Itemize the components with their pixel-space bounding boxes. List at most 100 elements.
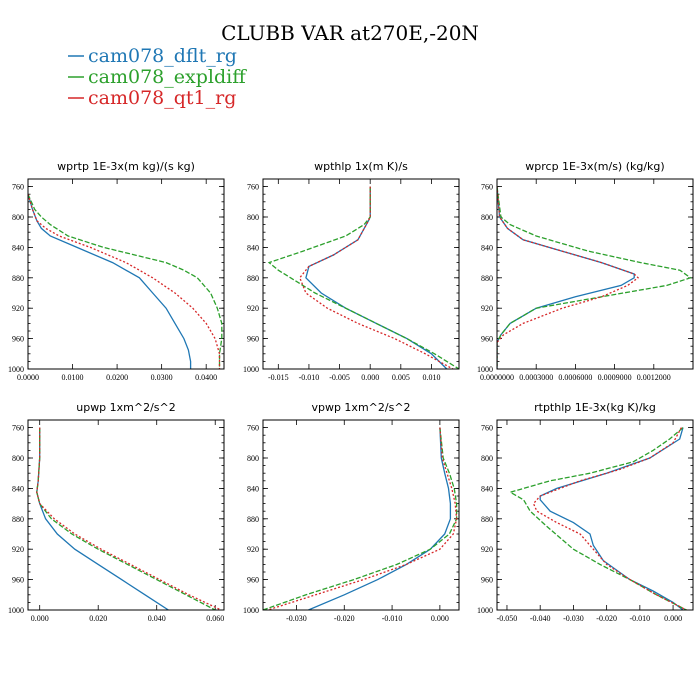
x-tick-label: 0.0200 xyxy=(106,373,128,382)
plot-frame xyxy=(262,419,460,611)
legend-item-1: cam078_dflt_rg xyxy=(68,45,237,67)
plot-frame xyxy=(27,419,225,611)
y-tick-label: 960 xyxy=(12,335,24,344)
legend: cam078_dflt_rg cam078_expldiff cam078_qt… xyxy=(68,45,247,109)
x-tick-label: -0.030 xyxy=(286,614,307,623)
y-tick-label: 800 xyxy=(481,454,493,463)
x-tick-label: 0.000 xyxy=(431,614,449,623)
panels: wprtp 1E-3x(m kg)/(s kg) 760 800 840 880 920 9… xyxy=(8,160,694,623)
panel-title: upwp 1xm^2/s^2 xyxy=(76,401,176,414)
legend-label-2: cam078_expldiff xyxy=(88,66,247,88)
y-tick-label: 920 xyxy=(247,545,259,554)
y-tick-label: 920 xyxy=(12,304,24,313)
x-tick-label: -0.015 xyxy=(268,373,289,382)
x-tick-label: 0.000 xyxy=(31,614,49,623)
y-tick-label: 760 xyxy=(12,183,24,192)
legend-item-3: cam078_qt1_rg xyxy=(68,87,236,109)
y-tick-label: 760 xyxy=(247,183,259,192)
y-tick-label: 920 xyxy=(481,545,493,554)
legend-item-2: cam078_expldiff xyxy=(68,66,247,88)
y-tick-label: 840 xyxy=(247,484,259,493)
x-tick-label: 0.005 xyxy=(392,373,410,382)
y-tick-label: 920 xyxy=(247,304,259,313)
y-tick-label: 840 xyxy=(481,484,493,493)
y-tick-label: 840 xyxy=(12,243,24,252)
y-tick-label: 880 xyxy=(247,274,259,283)
y-tick-label: 1000 xyxy=(477,365,493,374)
panel-title: rtpthlp 1E-3x(kg K)/kg xyxy=(534,401,656,414)
y-tick-label: 880 xyxy=(12,274,24,283)
x-tick-label: -0.010 xyxy=(299,373,320,382)
x-tick-label: -0.040 xyxy=(530,614,551,623)
x-tick-label: 0.000 xyxy=(361,373,379,382)
x-tick-label: 0.0100 xyxy=(62,373,84,382)
series-line-3 xyxy=(36,427,222,610)
y-tick-label: 1000 xyxy=(8,365,24,374)
panel-title: vpwp 1xm^2/s^2 xyxy=(311,401,410,414)
series-line-1 xyxy=(28,194,192,369)
panel-1: wprtp 1E-3x(m kg)/(s kg) 760 800 840 880 920 9… xyxy=(8,160,225,382)
series-line-1 xyxy=(36,427,169,610)
y-tick-label: 920 xyxy=(481,304,493,313)
y-tick-label: 800 xyxy=(12,213,24,222)
y-tick-label: 760 xyxy=(12,424,24,433)
series-line-2 xyxy=(497,186,692,369)
panel-title: wprtp 1E-3x(m kg)/(s kg) xyxy=(57,160,195,173)
x-tick-label: -0.010 xyxy=(630,614,651,623)
y-tick-label: 880 xyxy=(481,274,493,283)
x-tick-label: 0.0400 xyxy=(195,373,217,382)
y-tick-label: 960 xyxy=(12,576,24,585)
legend-label-1: cam078_dflt_rg xyxy=(88,45,237,67)
series-line-3 xyxy=(267,427,458,610)
figure-title: CLUBB VAR at270E,-20N xyxy=(221,21,479,45)
panel-title: wprcp 1E-3x(m/s) (kg/kg) xyxy=(525,160,664,173)
series-line-2 xyxy=(267,186,459,369)
x-tick-label: 0.0003000 xyxy=(519,373,553,382)
x-tick-label: 0.010 xyxy=(422,373,440,382)
series-line-2 xyxy=(508,427,687,610)
y-tick-label: 960 xyxy=(247,576,259,585)
y-tick-label: 760 xyxy=(481,424,493,433)
y-tick-label: 960 xyxy=(247,335,259,344)
y-tick-label: 1000 xyxy=(8,606,24,615)
y-tick-label: 840 xyxy=(481,243,493,252)
panel-4: upwp 1xm^2/s^2 760 800 840 880 920 960 1000 0.00… xyxy=(8,401,225,623)
series-line-1 xyxy=(308,427,452,610)
y-tick-label: 760 xyxy=(481,183,493,192)
series-line-3 xyxy=(532,427,687,610)
x-tick-label: -0.050 xyxy=(497,614,518,623)
series-line-3 xyxy=(497,186,640,369)
y-tick-label: 880 xyxy=(12,515,24,524)
series-line-2 xyxy=(28,193,223,369)
x-tick-label: 0.060 xyxy=(206,614,224,623)
x-tick-label: 0.0012000 xyxy=(637,373,671,382)
y-tick-label: 1000 xyxy=(243,606,259,615)
x-tick-label: 0.0000 xyxy=(17,373,39,382)
panel-3: wprcp 1E-3x(m/s) (kg/kg) 760 800 840 880 920 9… xyxy=(477,160,694,382)
series-line-1 xyxy=(539,427,684,610)
y-tick-label: 960 xyxy=(481,335,493,344)
series-line-1 xyxy=(305,186,448,369)
series-line-1 xyxy=(497,186,635,369)
x-tick-label: 0.0000000 xyxy=(480,373,514,382)
x-tick-label: 0.0009000 xyxy=(598,373,632,382)
series-line-3 xyxy=(299,186,454,369)
y-tick-label: 1000 xyxy=(477,606,493,615)
plot-frame xyxy=(496,419,694,611)
x-tick-label: 0.0006000 xyxy=(558,373,592,382)
x-tick-label: -0.020 xyxy=(596,614,617,623)
y-tick-label: 800 xyxy=(247,454,259,463)
x-tick-label: -0.020 xyxy=(334,614,355,623)
y-tick-label: 800 xyxy=(481,213,493,222)
y-tick-label: 920 xyxy=(12,545,24,554)
y-tick-label: 960 xyxy=(481,576,493,585)
panel-2: wpthlp 1x(m K)/s 760 800 840 880 920 960 1000 -0… xyxy=(243,160,460,382)
y-tick-label: 880 xyxy=(481,515,493,524)
x-tick-label: -0.010 xyxy=(382,614,403,623)
x-tick-label: 0.000 xyxy=(664,614,682,623)
plot-frame xyxy=(27,178,225,370)
series-line-2 xyxy=(263,427,458,610)
y-tick-label: 880 xyxy=(247,515,259,524)
legend-label-3: cam078_qt1_rg xyxy=(88,87,236,109)
